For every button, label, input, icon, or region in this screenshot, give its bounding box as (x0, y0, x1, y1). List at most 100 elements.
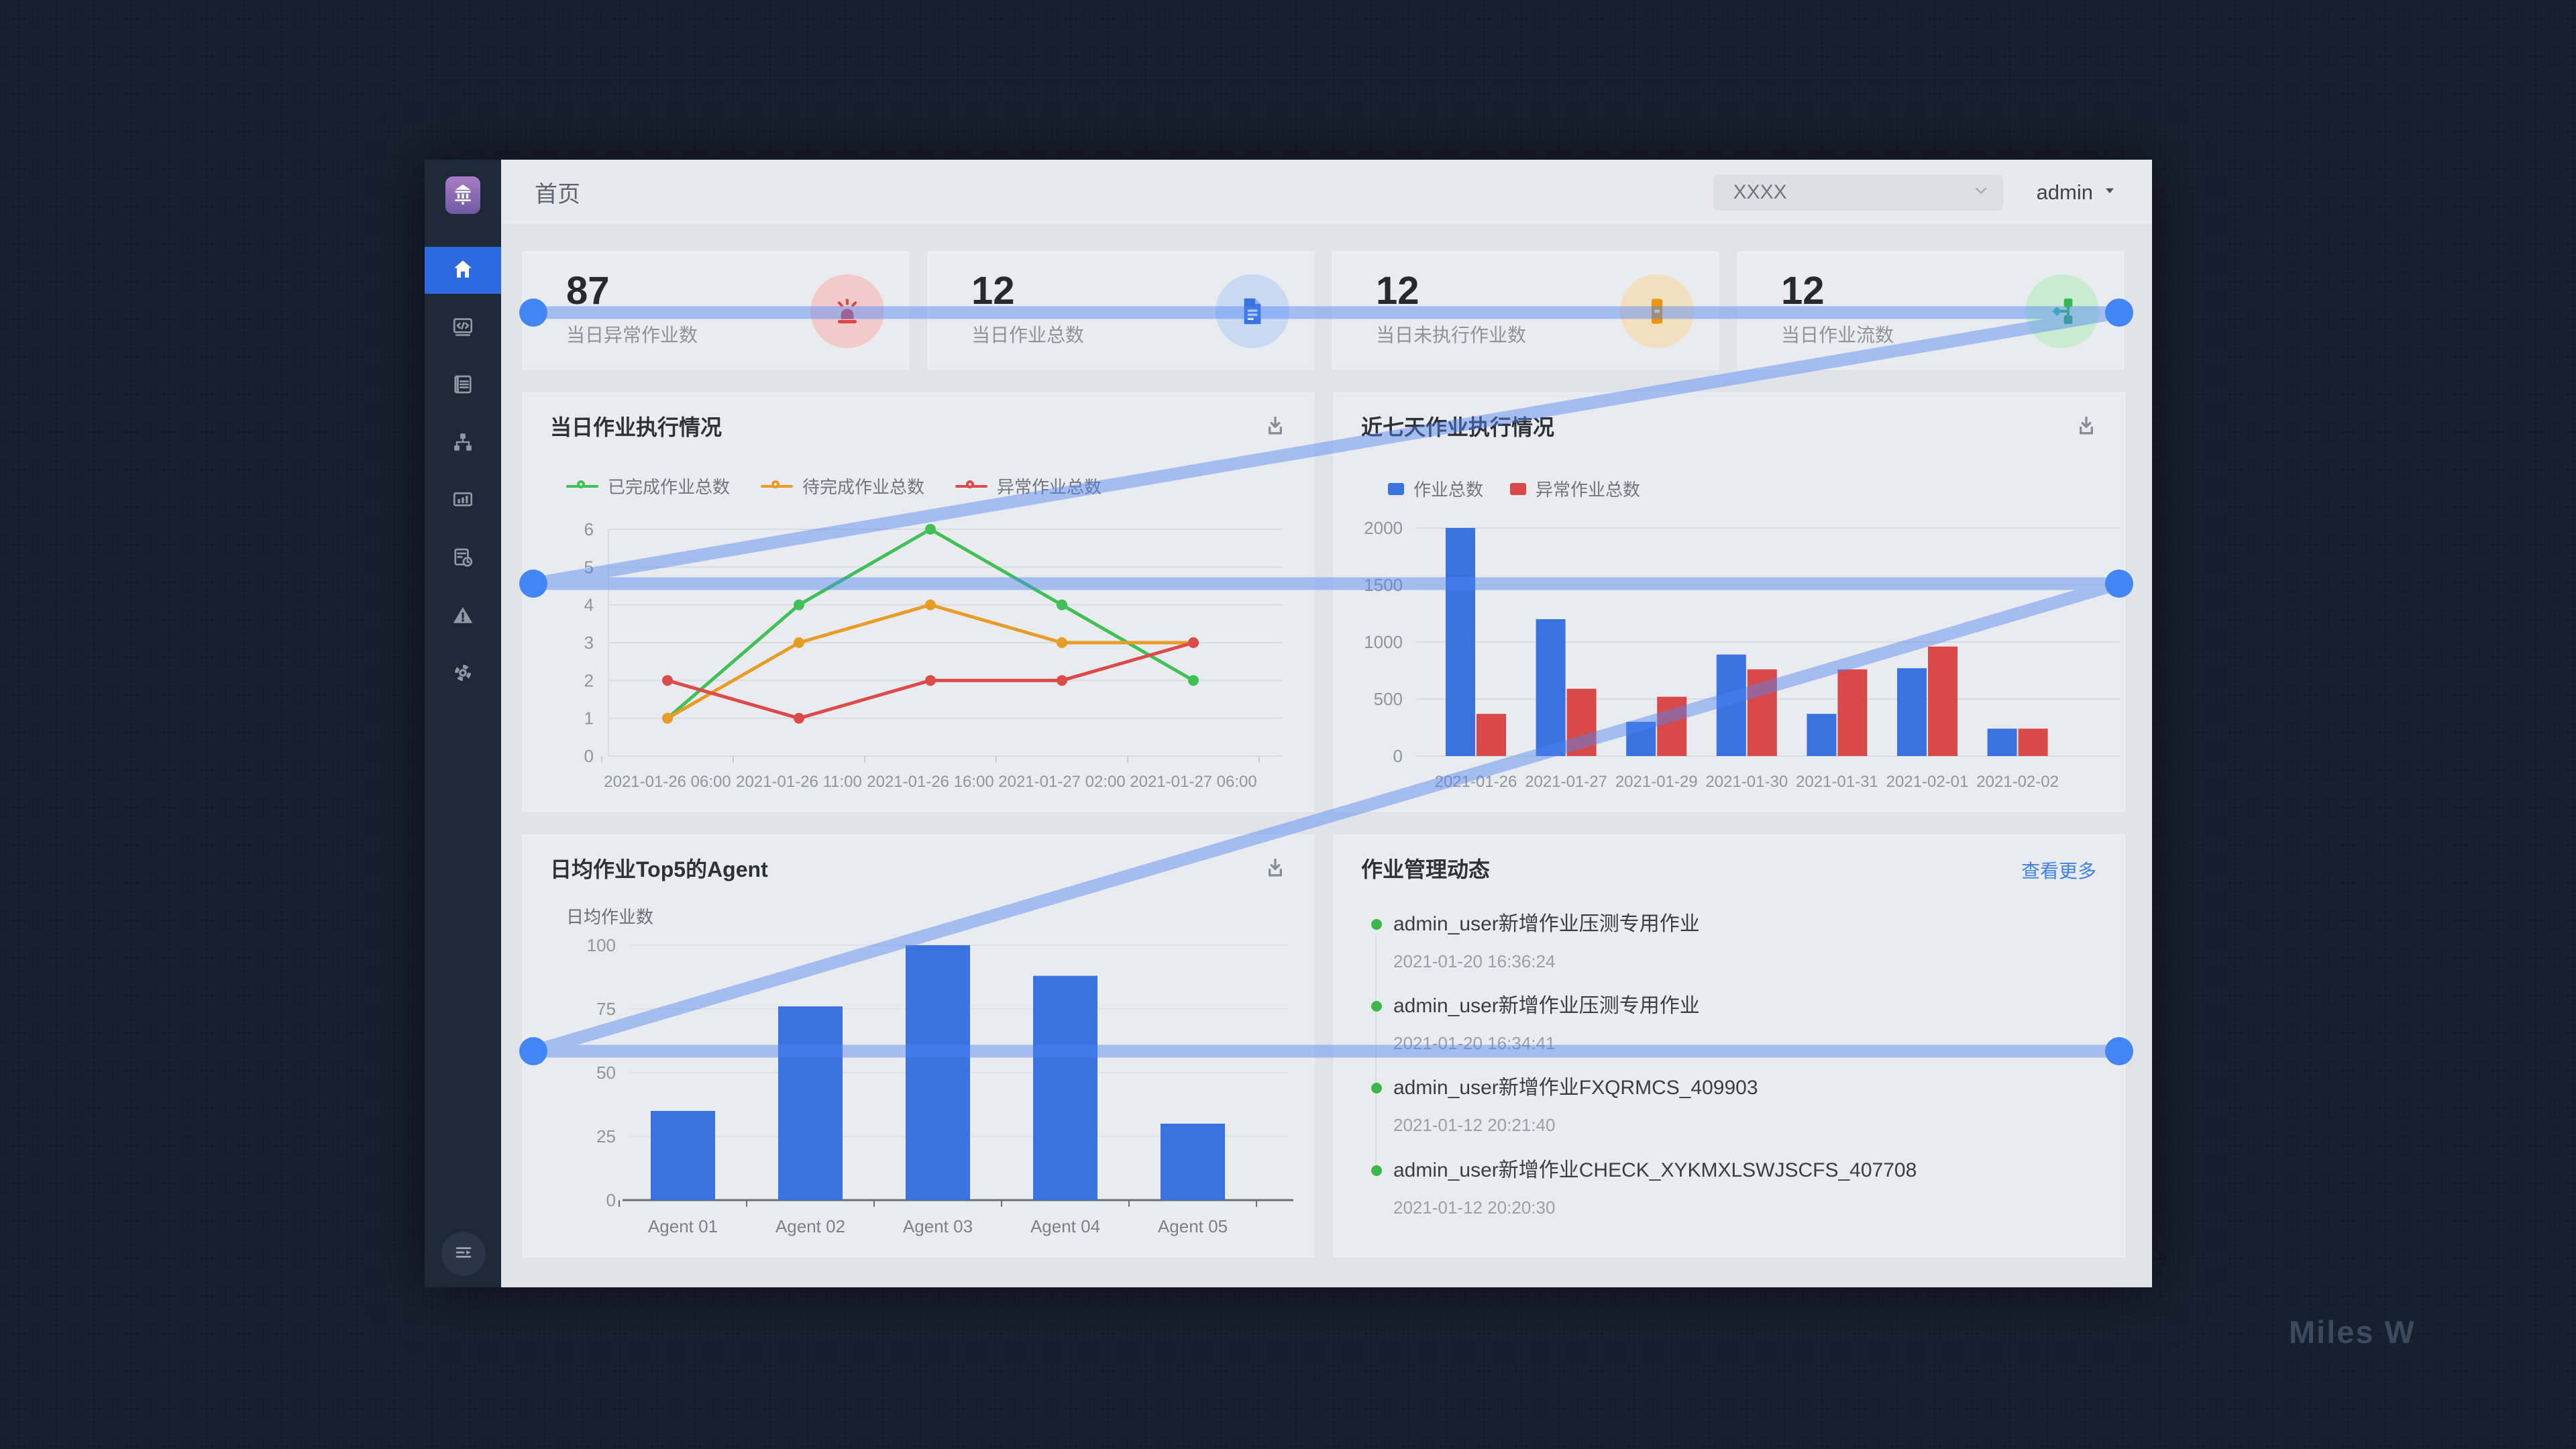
svg-text:2000: 2000 (1364, 518, 1403, 538)
panel-title: 当日作业执行情况 (550, 415, 722, 439)
stat-value: 87 (566, 269, 610, 313)
activity-item: admin_user新增作业CHECK_XYKMXLSWJSCFS_407708… (1393, 1157, 2104, 1218)
code-icon (451, 315, 475, 342)
sidebar-collapse-button[interactable] (441, 1232, 486, 1276)
sidebar-item-records[interactable] (425, 362, 501, 409)
warning-icon (451, 603, 475, 631)
watermark: Miles W (2289, 1314, 2416, 1350)
sidebar-item-topology[interactable] (425, 420, 501, 467)
svg-text:2021-01-30: 2021-01-30 (1705, 773, 1788, 791)
svg-text:100: 100 (587, 935, 616, 955)
svg-text:2021-01-27 06:00: 2021-01-27 06:00 (1130, 773, 1257, 791)
svg-text:2021-01-27: 2021-01-27 (1525, 773, 1607, 791)
download-icon[interactable] (2071, 411, 2102, 441)
stat-card-pending-jobs: 12 当日未执行作业数 (1332, 252, 1719, 370)
sidebar-item-monitor[interactable] (425, 478, 501, 525)
svg-text:Agent 05: Agent 05 (1158, 1216, 1228, 1236)
panel-title: 日均作业Top5的Agent (550, 857, 768, 881)
sidebar-item-schedule[interactable] (425, 535, 501, 582)
svg-text:Agent 01: Agent 01 (648, 1216, 718, 1236)
chart-monitor-icon (451, 488, 475, 515)
legend-today-exec: 已完成作业总数 待完成作业总数 异常作业总数 (566, 474, 1102, 498)
svg-text:2021-02-02: 2021-02-02 (1976, 773, 2059, 791)
svg-text:0: 0 (1393, 746, 1403, 766)
sidebar-item-settings[interactable] (425, 651, 501, 698)
bank-logo-icon (449, 180, 476, 211)
timeline-dot-icon (1371, 1165, 1382, 1176)
svg-text:2021-01-26 06:00: 2021-01-26 06:00 (604, 773, 731, 791)
svg-text:3: 3 (584, 633, 594, 653)
panel-title: 近七天作业执行情况 (1361, 415, 1555, 439)
sidebar-nav (425, 247, 501, 698)
panel-top-agents: 日均作业Top5的Agent 日均作业数 0 25 50 75 100 Agent 01 A… (523, 835, 1314, 1257)
svg-text:0: 0 (584, 746, 594, 766)
line-marker-icon (955, 480, 988, 488)
activity-text: admin_user新增作业压测专用作业 (1393, 913, 1700, 935)
sidebar-item-home[interactable] (425, 247, 501, 294)
svg-text:75: 75 (596, 999, 616, 1019)
svg-text:1: 1 (584, 708, 594, 729)
download-icon[interactable] (1260, 411, 1291, 441)
download-icon[interactable] (1260, 853, 1291, 883)
timeline-dot-icon (1371, 1083, 1382, 1093)
user-name: admin (2036, 180, 2093, 204)
svg-text:2021-01-31: 2021-01-31 (1796, 773, 1878, 791)
square-marker-icon (1388, 482, 1404, 495)
sidebar (425, 160, 501, 1287)
report-clock-icon (451, 545, 475, 573)
legend-label: 作业总数 (1413, 480, 1484, 500)
legend-item-completed[interactable]: 已完成作业总数 (566, 474, 730, 498)
svg-text:5: 5 (584, 557, 594, 577)
stat-value: 12 (1781, 269, 1825, 313)
pending-jobs-icon (1620, 274, 1694, 348)
home-icon (451, 257, 475, 284)
user-menu[interactable]: admin (2037, 180, 2117, 205)
activity-text: admin_user新增作业FXQRMCS_409903 (1393, 1077, 1758, 1099)
legend-item-abnormal[interactable]: 异常作业总数 (1510, 476, 1640, 501)
activity-time: 2021-01-20 16:34:41 (1393, 1033, 1556, 1053)
page-title: 首页 (535, 182, 580, 207)
square-marker-icon (1510, 482, 1527, 495)
svg-text:25: 25 (596, 1126, 616, 1146)
legend-label: 异常作业总数 (1536, 480, 1641, 500)
svg-text:0: 0 (606, 1190, 616, 1210)
svg-text:Agent 04: Agent 04 (1030, 1216, 1100, 1236)
legend-label: 待完成作业总数 (802, 477, 925, 497)
svg-text:2: 2 (584, 670, 594, 690)
sidebar-item-alerts[interactable] (425, 593, 501, 640)
stat-label: 当日未执行作业数 (1376, 325, 1527, 345)
stat-label: 当日作业总数 (971, 325, 1085, 345)
svg-text:2021-01-27 02:00: 2021-01-27 02:00 (998, 773, 1126, 791)
collapse-menu-icon (452, 1241, 475, 1267)
svg-text:1000: 1000 (1364, 632, 1403, 652)
timeline-connector (1375, 936, 1377, 1175)
legend-week-exec: 作业总数 异常作业总数 (1388, 476, 1640, 501)
legend-item-pending[interactable]: 待完成作业总数 (761, 474, 924, 498)
legend-item-total[interactable]: 作业总数 (1388, 476, 1483, 501)
flow-icon (2025, 274, 2099, 348)
svg-text:4: 4 (584, 595, 594, 615)
week-exec-bar-chart: 0 500 1000 1500 2000 2021-01-26 2021-01-27 2021… (1364, 518, 2120, 791)
stat-label: 当日异常作业数 (566, 325, 698, 345)
panel-title: 作业管理动态 (1361, 857, 1491, 881)
svg-text:2021-02-01: 2021-02-01 (1886, 773, 1969, 791)
y-axis-name: 日均作业数 (566, 907, 654, 927)
stat-label: 当日作业流数 (1781, 325, 1894, 345)
legend-item-abnormal[interactable]: 异常作业总数 (955, 474, 1102, 498)
panel-activity: 作业管理动态 查看更多 admin_user新增作业压测专用作业 2021-01… (1334, 835, 2125, 1257)
activity-item: admin_user新增作业FXQRMCS_409903 2021-01-12 … (1393, 1075, 2104, 1136)
view-more-link[interactable]: 查看更多 (2021, 861, 2096, 881)
svg-text:Agent 03: Agent 03 (903, 1216, 973, 1236)
stat-card-total-jobs: 12 当日作业总数 (928, 252, 1314, 370)
line-marker-icon (761, 480, 794, 488)
sidebar-item-jobs[interactable] (425, 305, 501, 352)
svg-text:2021-01-26 16:00: 2021-01-26 16:00 (867, 773, 994, 791)
timeline-dot-icon (1371, 1001, 1382, 1012)
svg-text:1500: 1500 (1364, 575, 1403, 595)
legend-label: 已完成作业总数 (608, 477, 731, 497)
workspace-select[interactable]: XXXX (1713, 174, 2003, 211)
activity-time: 2021-01-12 20:20:30 (1393, 1197, 1556, 1218)
caret-down-icon (2102, 183, 2117, 201)
stat-card-abnormal-jobs: 87 当日异常作业数 (523, 252, 909, 370)
workspace-select-value: XXXX (1733, 180, 1787, 203)
